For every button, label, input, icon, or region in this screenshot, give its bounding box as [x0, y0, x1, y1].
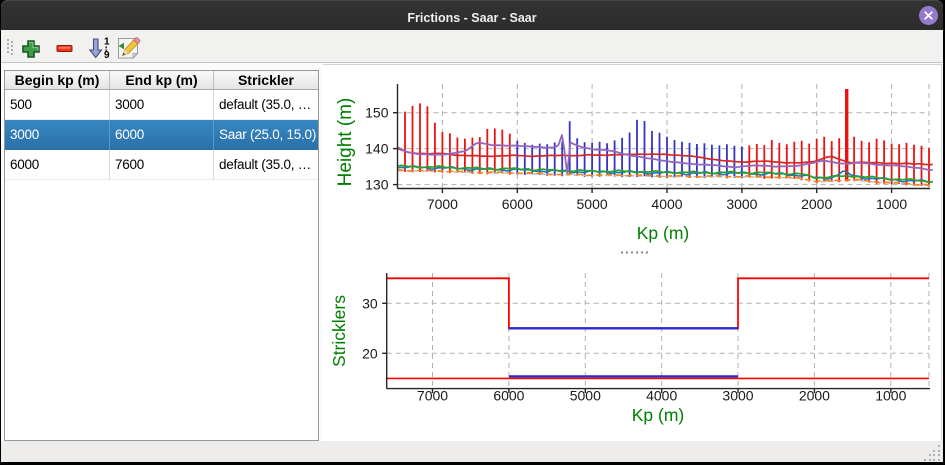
svg-text:4000: 4000 [651, 196, 682, 212]
svg-text:9: 9 [104, 50, 110, 61]
svg-text:150: 150 [365, 105, 389, 121]
svg-text:7000: 7000 [417, 388, 448, 404]
svg-text:3000: 3000 [722, 388, 753, 404]
svg-text:7000: 7000 [427, 196, 458, 212]
svg-text:30: 30 [362, 295, 378, 311]
svg-text:Stricklers: Stricklers [329, 295, 349, 367]
svg-text:130: 130 [365, 177, 389, 193]
svg-text:2000: 2000 [799, 388, 830, 404]
svg-text:5000: 5000 [577, 196, 608, 212]
svg-text:Height (m): Height (m) [335, 98, 356, 187]
svg-text:1000: 1000 [875, 388, 906, 404]
svg-text:Kp (m): Kp (m) [637, 223, 690, 243]
svg-text:1: 1 [104, 37, 110, 48]
svg-text:Kp (m): Kp (m) [632, 405, 685, 425]
svg-text:1000: 1000 [876, 196, 907, 212]
svg-text:140: 140 [365, 141, 389, 157]
svg-text:2000: 2000 [801, 196, 832, 212]
svg-text:6000: 6000 [493, 388, 524, 404]
svg-text:4000: 4000 [646, 388, 677, 404]
svg-text:3000: 3000 [726, 196, 757, 212]
svg-text:6000: 6000 [502, 196, 533, 212]
svg-text:20: 20 [362, 345, 378, 361]
svg-text:5000: 5000 [570, 388, 601, 404]
